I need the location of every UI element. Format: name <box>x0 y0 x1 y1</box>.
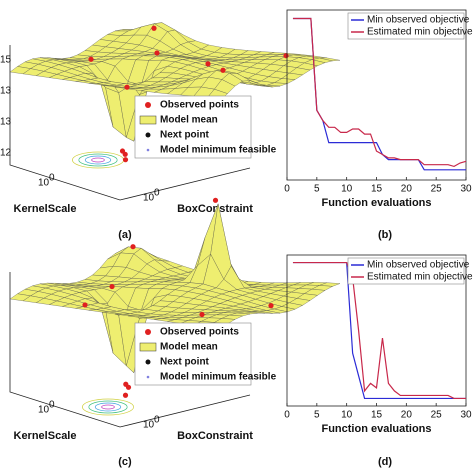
legend-label: Observed points <box>160 100 239 111</box>
observed-point <box>212 197 219 203</box>
tick-exp: 0 <box>49 173 55 184</box>
observed-point <box>122 392 129 398</box>
legend-label: Next point <box>160 357 210 368</box>
series-line <box>292 17 467 168</box>
x-tick-label: 30 <box>460 410 472 421</box>
x-axis-label: KernelScale <box>14 203 77 215</box>
contour <box>84 155 112 165</box>
contour <box>72 151 124 169</box>
x-axis-label: KernelScale <box>14 430 77 442</box>
contour <box>94 402 122 412</box>
observed-point <box>119 148 126 154</box>
y-axis-label: BoxConstraint <box>177 430 253 442</box>
legend-symbol <box>146 375 150 379</box>
observed-point <box>122 157 129 163</box>
tick-base: 10 <box>143 420 155 431</box>
observed-point <box>205 61 211 67</box>
x-axis-label: Function evaluations <box>321 423 431 435</box>
legend-symbol <box>145 132 151 138</box>
observed-point <box>82 302 88 308</box>
observed-point <box>130 244 136 250</box>
x-tick-label: 0 <box>284 410 290 421</box>
observed-point <box>88 56 94 62</box>
contour <box>78 153 118 167</box>
legend-box <box>134 322 252 386</box>
observed-point <box>109 283 115 290</box>
contour <box>82 398 134 416</box>
observed-point <box>124 84 130 90</box>
legend-symbol <box>139 115 157 125</box>
observed-point <box>151 25 157 31</box>
z-tick-label: 13 <box>0 86 12 97</box>
legend-label: Observed points <box>160 327 239 338</box>
legend-label: Estimated min objective <box>367 272 473 283</box>
tick-exp: 0 <box>154 415 160 426</box>
tick-exp: 0 <box>49 400 55 411</box>
tick-base: 10 <box>143 193 155 204</box>
axis-line <box>9 272 251 428</box>
observed-point <box>220 67 226 73</box>
tick-base: 10 <box>38 178 50 189</box>
legend-symbol <box>145 359 151 365</box>
x-tick-label: 5 <box>314 410 320 421</box>
x-tick-label: 30 <box>460 184 472 195</box>
legend: Observed points Model mean Next point Model… <box>134 322 277 386</box>
x-tick-label: 10 <box>341 410 353 421</box>
contour <box>91 157 105 163</box>
observed-point <box>199 311 205 318</box>
tick-exp: 0 <box>154 188 160 199</box>
legend-label: Estimated min objective <box>367 27 473 38</box>
x-tick-label: 0 <box>284 184 290 195</box>
legend-symbol <box>145 102 151 108</box>
x-tick-label: 15 <box>371 184 383 195</box>
legend-label: Model minimum feasible <box>160 372 277 383</box>
legend-label: Model mean <box>160 115 218 126</box>
x-axis-label: Function evaluations <box>321 197 431 209</box>
observed-point <box>123 381 129 387</box>
legend-box <box>134 95 252 159</box>
x-tick-label: 10 <box>341 184 353 195</box>
legend-label: Min observed objective <box>367 15 470 26</box>
x-tick-label: 20 <box>401 410 413 421</box>
panel-label: (d) <box>378 456 392 468</box>
legend-symbol <box>145 329 151 335</box>
legend: Observed points Model mean Next point Model… <box>134 95 277 159</box>
x-tick-label: 20 <box>401 184 413 195</box>
contour <box>101 404 115 410</box>
x-tick-label: 25 <box>431 410 443 421</box>
x-tick-label: 15 <box>371 410 383 421</box>
legend-box <box>347 257 465 285</box>
axis-line <box>9 45 251 201</box>
z-tick-label: 12 <box>0 148 12 159</box>
panel-label: (c) <box>118 456 132 468</box>
legend-label: Min observed objective <box>367 260 470 271</box>
legend-label: Model mean <box>160 342 218 353</box>
observed-point <box>268 303 274 309</box>
legend-symbol <box>139 342 157 352</box>
y-axis-label: BoxConstraint <box>177 203 253 215</box>
observed-point <box>283 53 289 59</box>
tick-base: 10 <box>38 405 50 416</box>
panel-label: (b) <box>378 229 392 241</box>
legend-label: Model minimum feasible <box>160 145 277 156</box>
contour <box>88 400 128 414</box>
z-tick-label: 15 <box>0 55 12 66</box>
x-tick-label: 25 <box>431 184 443 195</box>
x-tick-label: 5 <box>314 184 320 195</box>
series-line <box>292 261 466 400</box>
legend-label: Next point <box>160 130 210 141</box>
legend-symbol <box>146 148 150 152</box>
legend-box <box>347 12 465 40</box>
panel-label: (a) <box>118 229 132 241</box>
z-tick-label: 13 <box>0 117 12 128</box>
series-line <box>292 17 466 171</box>
observed-point <box>154 50 160 56</box>
